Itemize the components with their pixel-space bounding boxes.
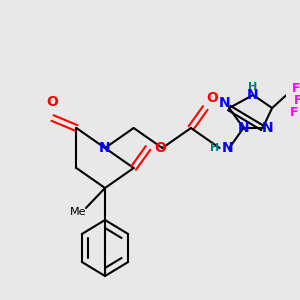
Text: O: O [206, 91, 218, 105]
Text: N: N [221, 141, 233, 155]
Text: Me: Me [70, 207, 86, 217]
Text: N: N [99, 141, 111, 155]
Text: F: F [292, 82, 300, 94]
Text: O: O [46, 95, 58, 109]
Text: N: N [219, 96, 230, 110]
Text: N: N [247, 88, 259, 102]
Text: F: F [290, 106, 298, 118]
Text: H: H [248, 82, 258, 92]
Text: F: F [294, 94, 300, 106]
Text: O: O [154, 141, 166, 155]
Text: N: N [238, 121, 249, 135]
Text: H: H [210, 143, 220, 153]
Text: N: N [262, 121, 273, 135]
